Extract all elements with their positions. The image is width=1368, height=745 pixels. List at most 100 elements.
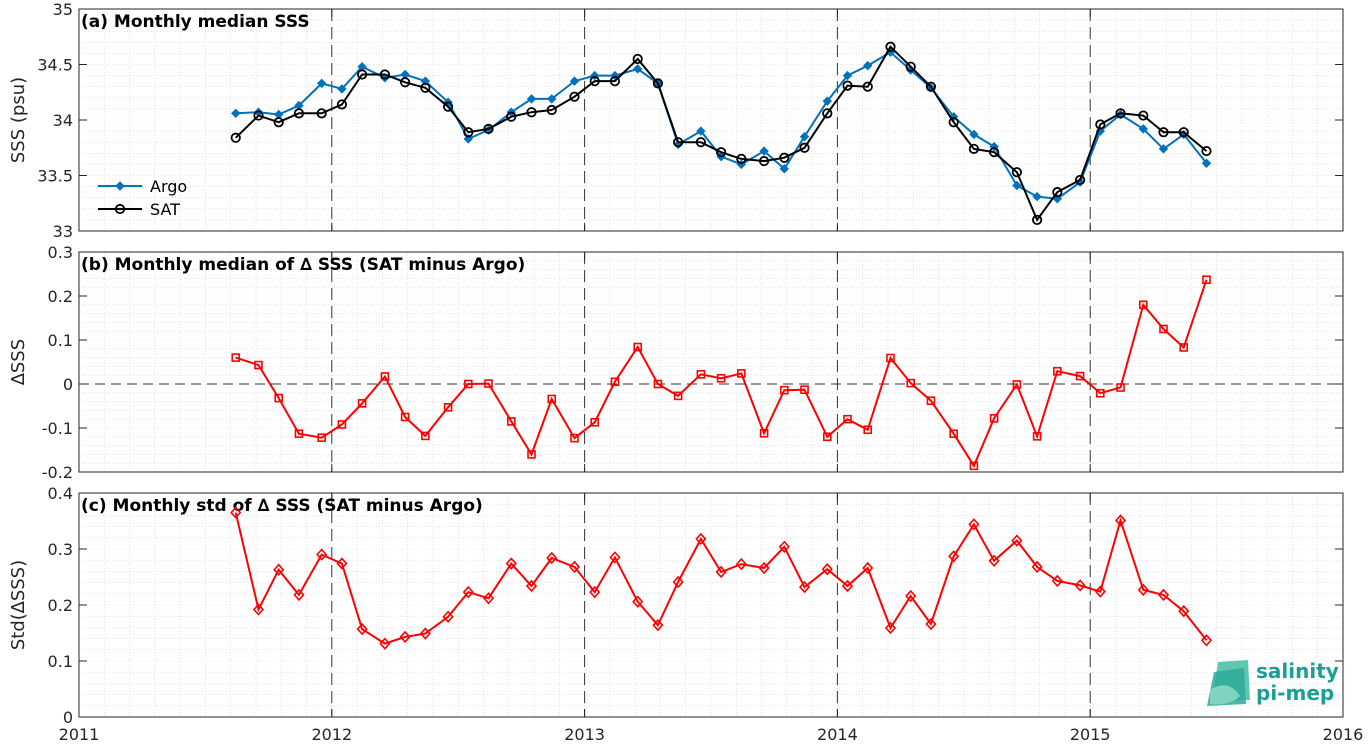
data-point (230, 506, 242, 519)
data-point (822, 432, 832, 442)
data-point (989, 147, 1000, 158)
data-point (421, 431, 430, 441)
data-point (400, 412, 410, 422)
data-point (274, 393, 284, 403)
data-point (632, 595, 644, 608)
data-point (843, 414, 852, 424)
data-point (337, 420, 347, 429)
data-point (1012, 380, 1022, 389)
data-point (652, 78, 664, 89)
data-point (1051, 574, 1063, 588)
data-point (758, 155, 770, 167)
data-point (1032, 214, 1043, 225)
data-point (1138, 110, 1149, 121)
data-point (316, 108, 327, 119)
y-axis-label: Std(∆SSS) (8, 560, 29, 650)
data-point (822, 96, 832, 106)
data-point (1202, 275, 1211, 285)
data-point (989, 414, 999, 423)
data-point (1200, 634, 1213, 647)
y-tick-label: 0.2 (48, 596, 73, 615)
x-tick-label: 2015 (1070, 725, 1111, 744)
data-point (1032, 191, 1042, 202)
data-point (569, 91, 580, 102)
data-point (230, 132, 241, 143)
data-point (884, 621, 897, 635)
data-point (1179, 343, 1189, 352)
data-point (715, 565, 727, 579)
data-point (482, 592, 495, 605)
data-point (1158, 144, 1169, 154)
x-tick-label: 2011 (59, 725, 100, 744)
data-point (1137, 583, 1149, 597)
panel-title: (a) Monthly median SSS (81, 12, 310, 32)
x-tick-label: 2014 (817, 725, 858, 744)
data-point (905, 589, 917, 603)
y-tick-label: 0.3 (48, 243, 73, 262)
data-point (968, 518, 980, 531)
data-point (948, 550, 960, 563)
data-point (758, 561, 770, 575)
data-point (1138, 124, 1148, 134)
y-tick-label: 0.1 (48, 331, 73, 350)
data-point (696, 370, 706, 379)
data-point (527, 450, 536, 459)
data-point (1074, 174, 1086, 186)
data-point (464, 379, 473, 389)
data-point (1011, 167, 1022, 178)
data-point (547, 94, 557, 104)
data-point (925, 81, 937, 92)
data-point (886, 353, 895, 363)
data-point (380, 372, 390, 381)
logo-mark-icon (1207, 660, 1250, 706)
data-point (462, 585, 474, 599)
data-point (1158, 127, 1169, 138)
data-point (443, 403, 453, 412)
y-tick-label: 0 (63, 375, 73, 394)
data-point (484, 379, 493, 388)
series-line (234, 512, 1208, 645)
data-point (652, 618, 664, 632)
data-point (590, 417, 600, 427)
y-tick-label: 33.5 (37, 167, 73, 186)
x-tick-label: 2016 (1323, 725, 1364, 744)
data-point (609, 76, 621, 87)
series-line (235, 279, 1208, 468)
data-point (822, 108, 833, 119)
data-point (778, 540, 790, 553)
data-point (1178, 604, 1190, 618)
data-point (273, 117, 284, 128)
y-tick-label: -0.1 (42, 419, 73, 438)
data-point (231, 108, 241, 119)
data-point (568, 560, 581, 574)
data-point (653, 379, 663, 389)
data-point (506, 111, 517, 122)
data-point (736, 153, 747, 164)
data-point (673, 137, 684, 148)
data-point (735, 557, 747, 571)
y-tick-label: 0.4 (48, 484, 73, 503)
data-point (673, 391, 683, 401)
data-point (252, 603, 265, 616)
data-point (610, 377, 620, 387)
data-point (231, 353, 241, 362)
data-point (1138, 300, 1148, 310)
data-point (1094, 585, 1106, 598)
data-point (905, 61, 916, 72)
data-point (1178, 127, 1189, 138)
data-point (863, 425, 873, 435)
data-point (442, 101, 454, 112)
data-point (379, 637, 391, 650)
data-point (862, 81, 873, 92)
y-axis-label: SSS (psu) (8, 77, 29, 163)
data-point (399, 630, 411, 644)
legend: Argo SAT (98, 177, 187, 219)
data-point (1159, 324, 1168, 334)
axes-box (78, 251, 1344, 473)
data-point (800, 385, 809, 395)
data-point (317, 433, 326, 442)
y-tick-label: 0.2 (48, 287, 73, 306)
data-point (253, 110, 264, 121)
data-point (1074, 579, 1086, 592)
data-point (885, 41, 896, 52)
